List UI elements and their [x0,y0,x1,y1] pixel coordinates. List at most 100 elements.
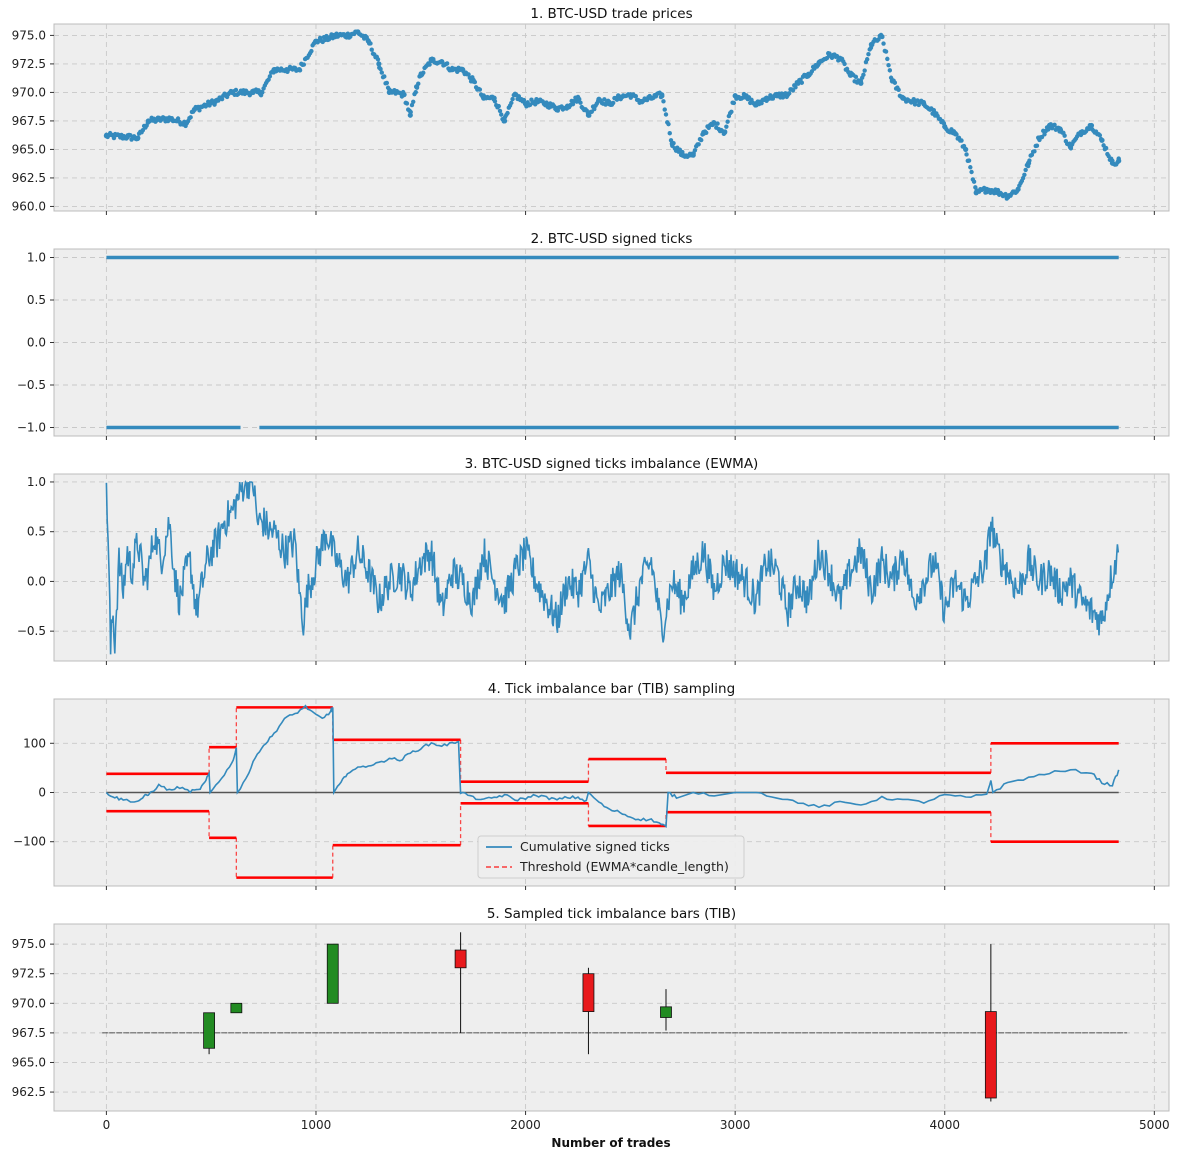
price-trace-point [876,37,881,42]
price-trace-point [885,56,890,62]
price-point [376,61,382,67]
price-trace-point [864,57,870,62]
price-trace-point [780,95,786,100]
price-trace-point [427,62,432,67]
price-trace-point [1046,127,1051,132]
price-trace-point [501,119,506,124]
price-trace-point [725,119,730,124]
price-trace-point [592,106,597,112]
price-trace-point [680,149,685,155]
price-trace-point [544,100,549,105]
price-trace-point [135,136,141,141]
price-trace-point [886,63,891,68]
price-trace-point [954,132,959,137]
price-trace-point [421,70,426,75]
signed-tick-points [106,255,1119,430]
price-trace-point [759,100,764,106]
price-trace-point [411,99,416,104]
price-trace-point [444,61,450,66]
price-trace-point [378,66,383,72]
candle-bull [326,943,339,1004]
price-trace-point [439,59,445,65]
price-trace-point [722,129,728,134]
y-tick-label: 967.5 [12,114,46,128]
panel-title: 3. BTC-USD signed ticks imbalance (EWMA) [465,456,759,472]
price-trace-point [981,185,987,191]
price-trace-point [212,102,217,107]
price-trace-point [1034,143,1040,148]
candle-bull [660,1006,672,1018]
price-trace-point [696,142,701,147]
price-trace-point [521,97,527,103]
price-trace-point [941,121,947,126]
legend-label-threshold: Threshold (EWMA*candle_length) [519,859,729,874]
y-tick-label: −100 [13,835,46,849]
y-tick-label: 962.5 [12,1085,46,1099]
price-trace-point [492,99,498,104]
price-trace-point [1022,172,1027,177]
price-trace-point [969,169,974,175]
panel-title: 2. BTC-USD signed ticks [531,231,693,247]
price-trace-point [704,130,709,136]
price-trace-point [505,110,510,116]
price-trace-point [472,79,478,85]
y-tick-label: 0.0 [27,574,46,588]
price-trace-point [402,92,407,97]
panel-signed-ticks: −1.0 −0.5 0.0 0.5 1.0 2. BTC-USD signed ticks [17,231,1170,440]
price-trace-point [931,107,937,113]
price-trace-point [666,121,671,127]
price-trace-point [516,94,522,99]
panel-title: 4. Tick imbalance bar (TIB) sampling [488,681,735,697]
price-trace-point [499,112,504,117]
price-trace-point [578,100,583,105]
price-trace-point [881,41,886,46]
price-trace-point [413,90,418,95]
price-trace-point [724,124,729,129]
price-trace-point [699,137,704,143]
price-trace-point [1027,158,1032,163]
y-tick-label: 0.5 [27,525,46,539]
price-trace [104,29,1121,201]
price-trace-point [995,187,1001,193]
price-trace-point [959,138,964,143]
legend-label-cumulative: Cumulative signed ticks [520,839,670,854]
price-trace-point [790,88,796,93]
price-trace-point [861,72,866,78]
panel-sampled-bars: 0 1000 2000 3000 4000 5000 962.5 965.0 967.5 970.… [12,906,1170,1132]
price-trace-point [896,87,901,93]
price-trace-point [1032,149,1037,154]
panel-ticks-imbalance: −0.5 0.0 0.5 1.0 3. BTC-USD signed ticks imb… [17,456,1170,665]
price-trace-point [324,33,329,39]
y-tick-label: 965.0 [12,1055,46,1069]
price-trace-point [663,112,669,117]
plot-area [53,473,1170,662]
y-tick-label: 0.0 [27,336,46,350]
price-trace-point [661,99,666,104]
y-tick-label: 967.5 [12,1026,46,1040]
plot-area [53,923,1170,1112]
price-trace-point [188,115,193,120]
price-trace-point [1087,123,1092,128]
candle-bear [582,973,595,1012]
price-trace-point [466,72,471,77]
legend: Cumulative signed ticks Threshold (EWMA*c… [477,835,745,879]
price-trace-point [799,80,805,85]
price-trace-point [671,141,676,146]
panel-trade-prices: 960.0 962.5 965.0 967.5 970.0 972.5 975.0 1. BT… [12,6,1170,215]
price-trace-point [301,62,307,67]
y-tick-label: −0.5 [17,624,46,638]
price-trace-point [912,102,918,107]
y-tick-label: 975.0 [12,937,46,951]
price-trace-point [477,87,483,92]
x-tick-label: 3000 [720,1118,751,1132]
price-trace-point [660,93,665,99]
price-trace-point [309,48,314,54]
price-trace-point [1052,122,1057,128]
price-trace-point [379,70,384,75]
price-trace-point [892,80,898,85]
y-tick-label: 0.5 [27,293,46,307]
price-trace-point [963,146,968,152]
candle-bear [984,1011,997,1099]
price-trace-point [1023,167,1028,173]
price-trace-point [267,74,273,79]
